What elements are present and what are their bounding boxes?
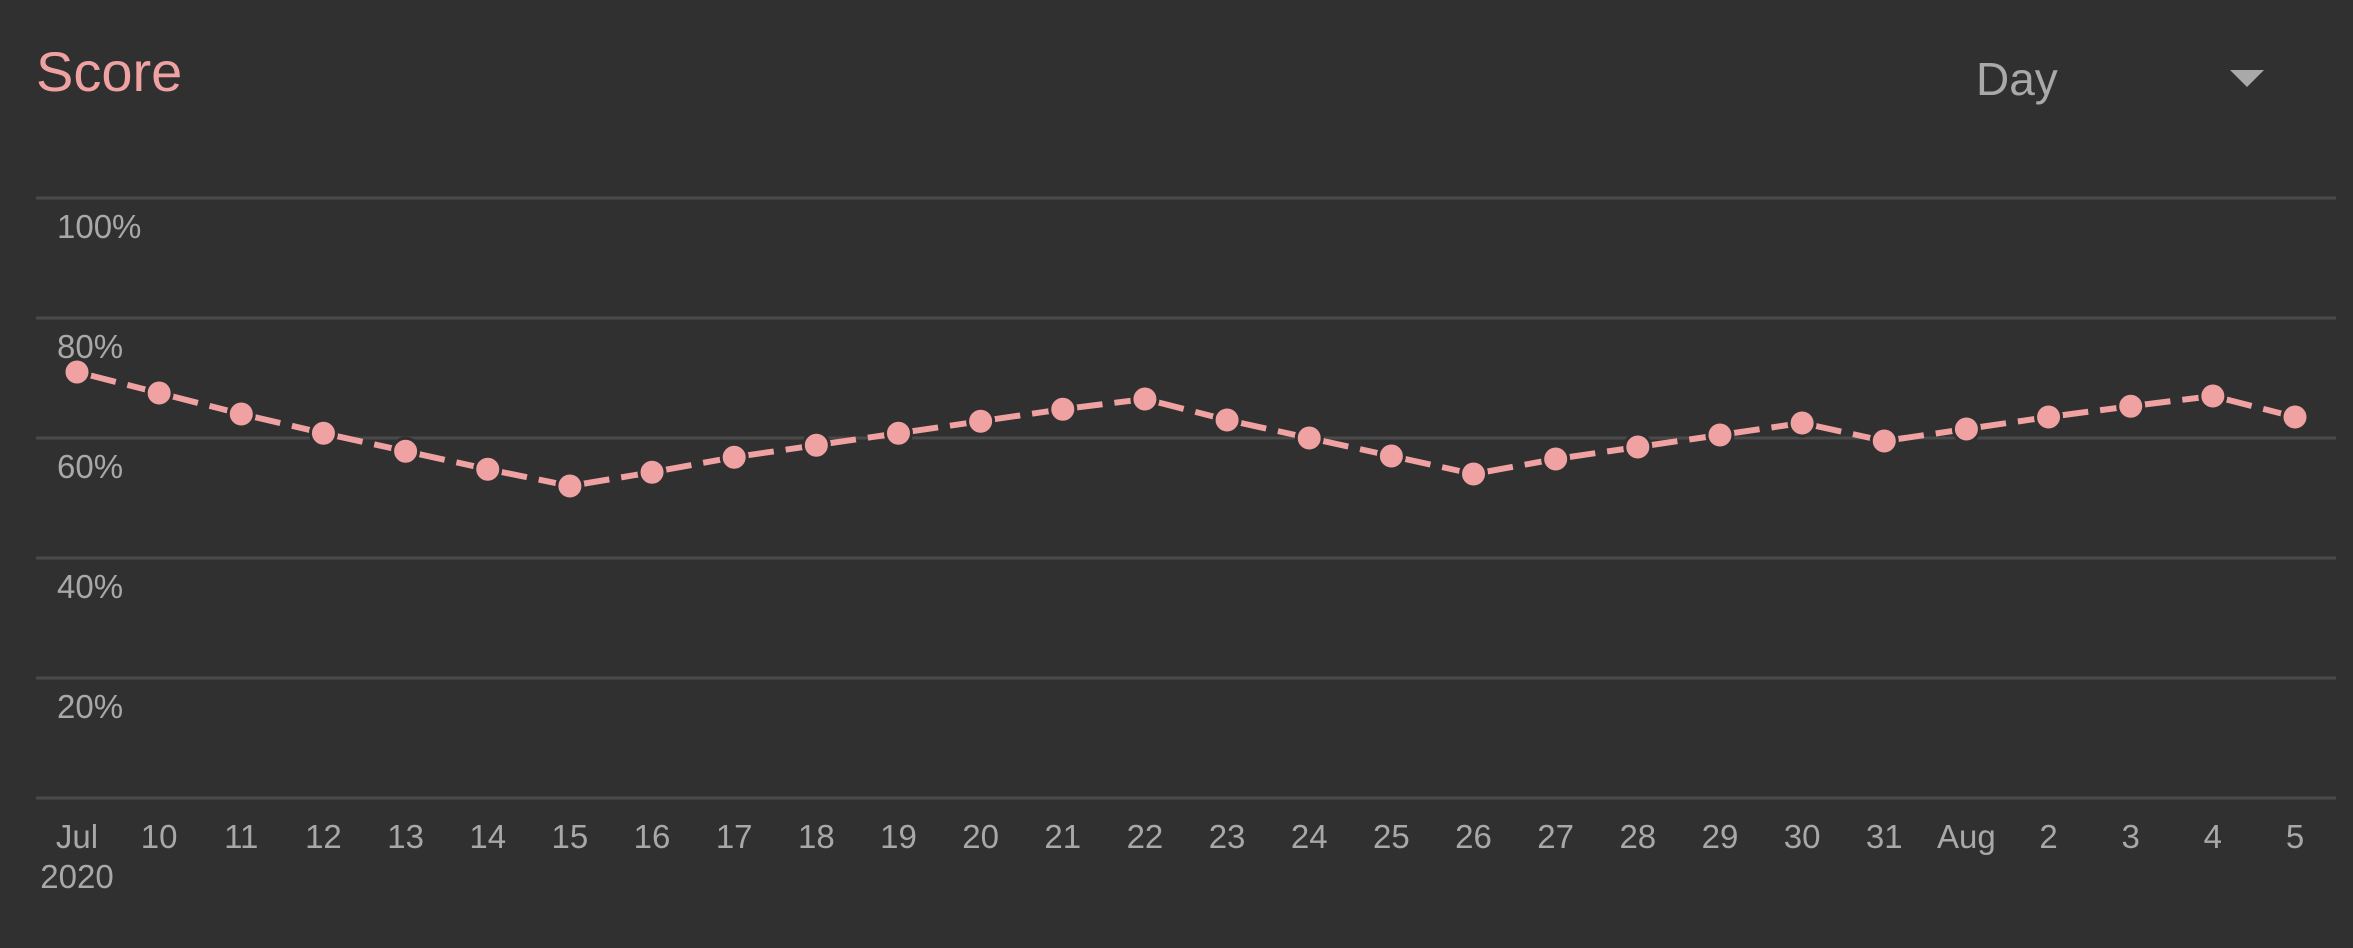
x-tick-label: 23	[1209, 818, 1246, 855]
x-tick-label: 4	[2204, 818, 2222, 855]
period-dropdown-label: Day	[1976, 53, 2058, 105]
x-tick-label: 31	[1866, 818, 1903, 855]
data-point	[637, 457, 667, 487]
x-tick-label: 14	[469, 818, 506, 855]
x-tick-label: Aug	[1937, 818, 1996, 855]
data-point	[1212, 405, 1242, 435]
x-tick-label: Jul	[56, 818, 98, 855]
x-tick-label: 22	[1127, 818, 1164, 855]
x-tick-label: 19	[880, 818, 917, 855]
x-tick-label: 3	[2122, 818, 2140, 855]
x-axis-labels: Jul 10 11 12 13 14 15 16 17 18 19 20 21 22 23 24 25 26 27 2…	[40, 818, 2304, 895]
data-point	[801, 430, 831, 460]
y-tick-label: 40%	[57, 568, 123, 605]
x-tick-label: 26	[1455, 818, 1492, 855]
data-point	[144, 378, 174, 408]
x-tick-label: 25	[1373, 818, 1410, 855]
data-point	[966, 406, 996, 436]
x-tick-label: 16	[634, 818, 671, 855]
data-point	[1541, 444, 1571, 474]
data-point	[1787, 408, 1817, 438]
x-tick-label: 18	[798, 818, 835, 855]
data-point	[2280, 402, 2310, 432]
x-tick-label: 29	[1702, 818, 1739, 855]
x-tick-label: 28	[1619, 818, 1656, 855]
data-point	[555, 471, 585, 501]
data-point	[719, 442, 749, 472]
data-point	[1869, 426, 1899, 456]
y-axis-labels: 100% 80% 60% 40% 20%	[57, 208, 141, 725]
data-point	[1130, 384, 1160, 414]
x-year-label: 2020	[40, 858, 113, 895]
x-tick-label: 24	[1291, 818, 1328, 855]
data-point	[226, 399, 256, 429]
x-tick-label: 15	[552, 818, 589, 855]
data-point	[62, 357, 92, 387]
x-tick-label: 11	[224, 818, 258, 855]
series-points	[62, 357, 2310, 501]
data-point	[2198, 381, 2228, 411]
data-point	[1376, 441, 1406, 471]
triangle-down-icon	[2230, 70, 2264, 87]
data-point	[2034, 402, 2064, 432]
x-tick-label: 27	[1537, 818, 1574, 855]
y-tick-label: 80%	[57, 328, 123, 365]
x-tick-label: 12	[305, 818, 342, 855]
y-tick-label: 60%	[57, 448, 123, 485]
x-tick-label: 10	[141, 818, 178, 855]
grid-lines	[36, 196, 2336, 800]
data-point	[1459, 459, 1489, 489]
x-tick-label: 17	[716, 818, 753, 855]
data-point	[1048, 394, 1078, 424]
x-tick-label: 21	[1044, 818, 1081, 855]
data-point	[1294, 423, 1324, 453]
data-point	[308, 418, 338, 448]
x-tick-label: 30	[1784, 818, 1821, 855]
y-tick-label: 100%	[57, 208, 141, 245]
data-point	[2116, 391, 2146, 421]
data-point	[1623, 432, 1653, 462]
x-tick-label: 20	[962, 818, 999, 855]
y-tick-label: 20%	[57, 688, 123, 725]
x-tick-label: 2	[2039, 818, 2057, 855]
x-tick-label: 5	[2286, 818, 2304, 855]
data-point	[883, 418, 913, 448]
data-point	[391, 436, 421, 466]
data-point	[1951, 414, 1981, 444]
data-point	[473, 454, 503, 484]
data-point	[1705, 420, 1735, 450]
chart-title: Score	[36, 40, 183, 103]
period-dropdown[interactable]: Day	[1960, 50, 2280, 114]
x-tick-label: 13	[387, 818, 424, 855]
